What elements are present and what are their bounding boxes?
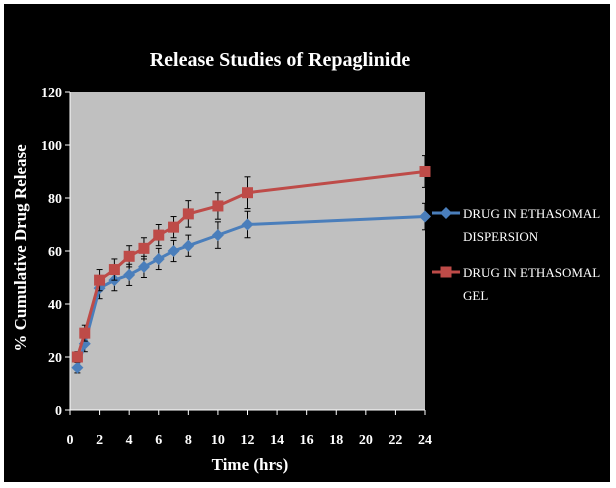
series-layer	[71, 155, 431, 374]
y-tick-label: 20	[48, 351, 62, 366]
data-point	[419, 210, 431, 223]
x-tick-label: 6	[155, 433, 162, 448]
data-point	[137, 260, 150, 273]
x-tick-label: 8	[185, 433, 192, 448]
data-point	[71, 351, 83, 363]
data-point	[138, 242, 150, 254]
legend-label: GEL	[463, 288, 488, 303]
data-point	[94, 274, 106, 286]
data-point	[212, 200, 224, 212]
y-tick-label: 60	[48, 245, 62, 260]
x-tick-label: 4	[126, 433, 133, 448]
legend-label: DISPERSION	[463, 229, 539, 244]
x-tick-label: 18	[329, 433, 343, 448]
data-point	[242, 187, 253, 199]
y-tick-label: 100	[41, 139, 62, 154]
x-tick-label: 0	[67, 433, 74, 448]
legend-item: DRUG IN ETHASOMAL GEL	[432, 265, 600, 303]
data-point	[182, 208, 194, 220]
legend-swatch-marker	[440, 207, 452, 219]
y-tick-label: 0	[55, 404, 62, 419]
chart-title: Release Studies of Repaglinide	[150, 49, 411, 71]
data-point	[153, 229, 165, 241]
legend-item: DRUG IN ETHASOMAL DISPERSION	[432, 206, 600, 244]
data-point	[419, 166, 431, 177]
data-point	[167, 245, 180, 257]
x-tick-label: 22	[388, 433, 402, 448]
data-point	[108, 264, 120, 276]
plot-area	[70, 92, 425, 410]
y-tick-label: 80	[48, 192, 62, 207]
data-point	[79, 327, 91, 339]
data-point	[123, 268, 136, 281]
data-point	[152, 252, 165, 265]
x-tick-label: 10	[211, 433, 225, 448]
data-point	[211, 229, 224, 242]
series-line	[75, 215, 426, 369]
x-tick-label: 24	[418, 433, 432, 448]
series-2	[71, 155, 431, 363]
y-tick-label: 40	[48, 298, 62, 313]
x-tick-label: 2	[96, 433, 103, 448]
x-axis-label: Time (hrs)	[212, 455, 289, 474]
y-tick-label: 120	[41, 86, 62, 101]
x-tick-label: 20	[359, 433, 373, 448]
data-point	[71, 361, 84, 374]
x-tick-label: 16	[300, 433, 314, 448]
legend-label: DRUG IN ETHASOMAL	[463, 265, 600, 280]
x-tick-label: 14	[270, 433, 284, 448]
x-tick-label: 12	[241, 433, 255, 448]
legend-label: DRUG IN ETHASOMAL	[463, 206, 600, 221]
data-point	[168, 221, 180, 233]
data-point	[241, 218, 254, 231]
y-axis-label: % Cumulative Drug Release	[11, 144, 30, 352]
data-point	[182, 239, 195, 252]
legend-swatch-marker	[440, 266, 452, 278]
data-point	[123, 250, 135, 262]
